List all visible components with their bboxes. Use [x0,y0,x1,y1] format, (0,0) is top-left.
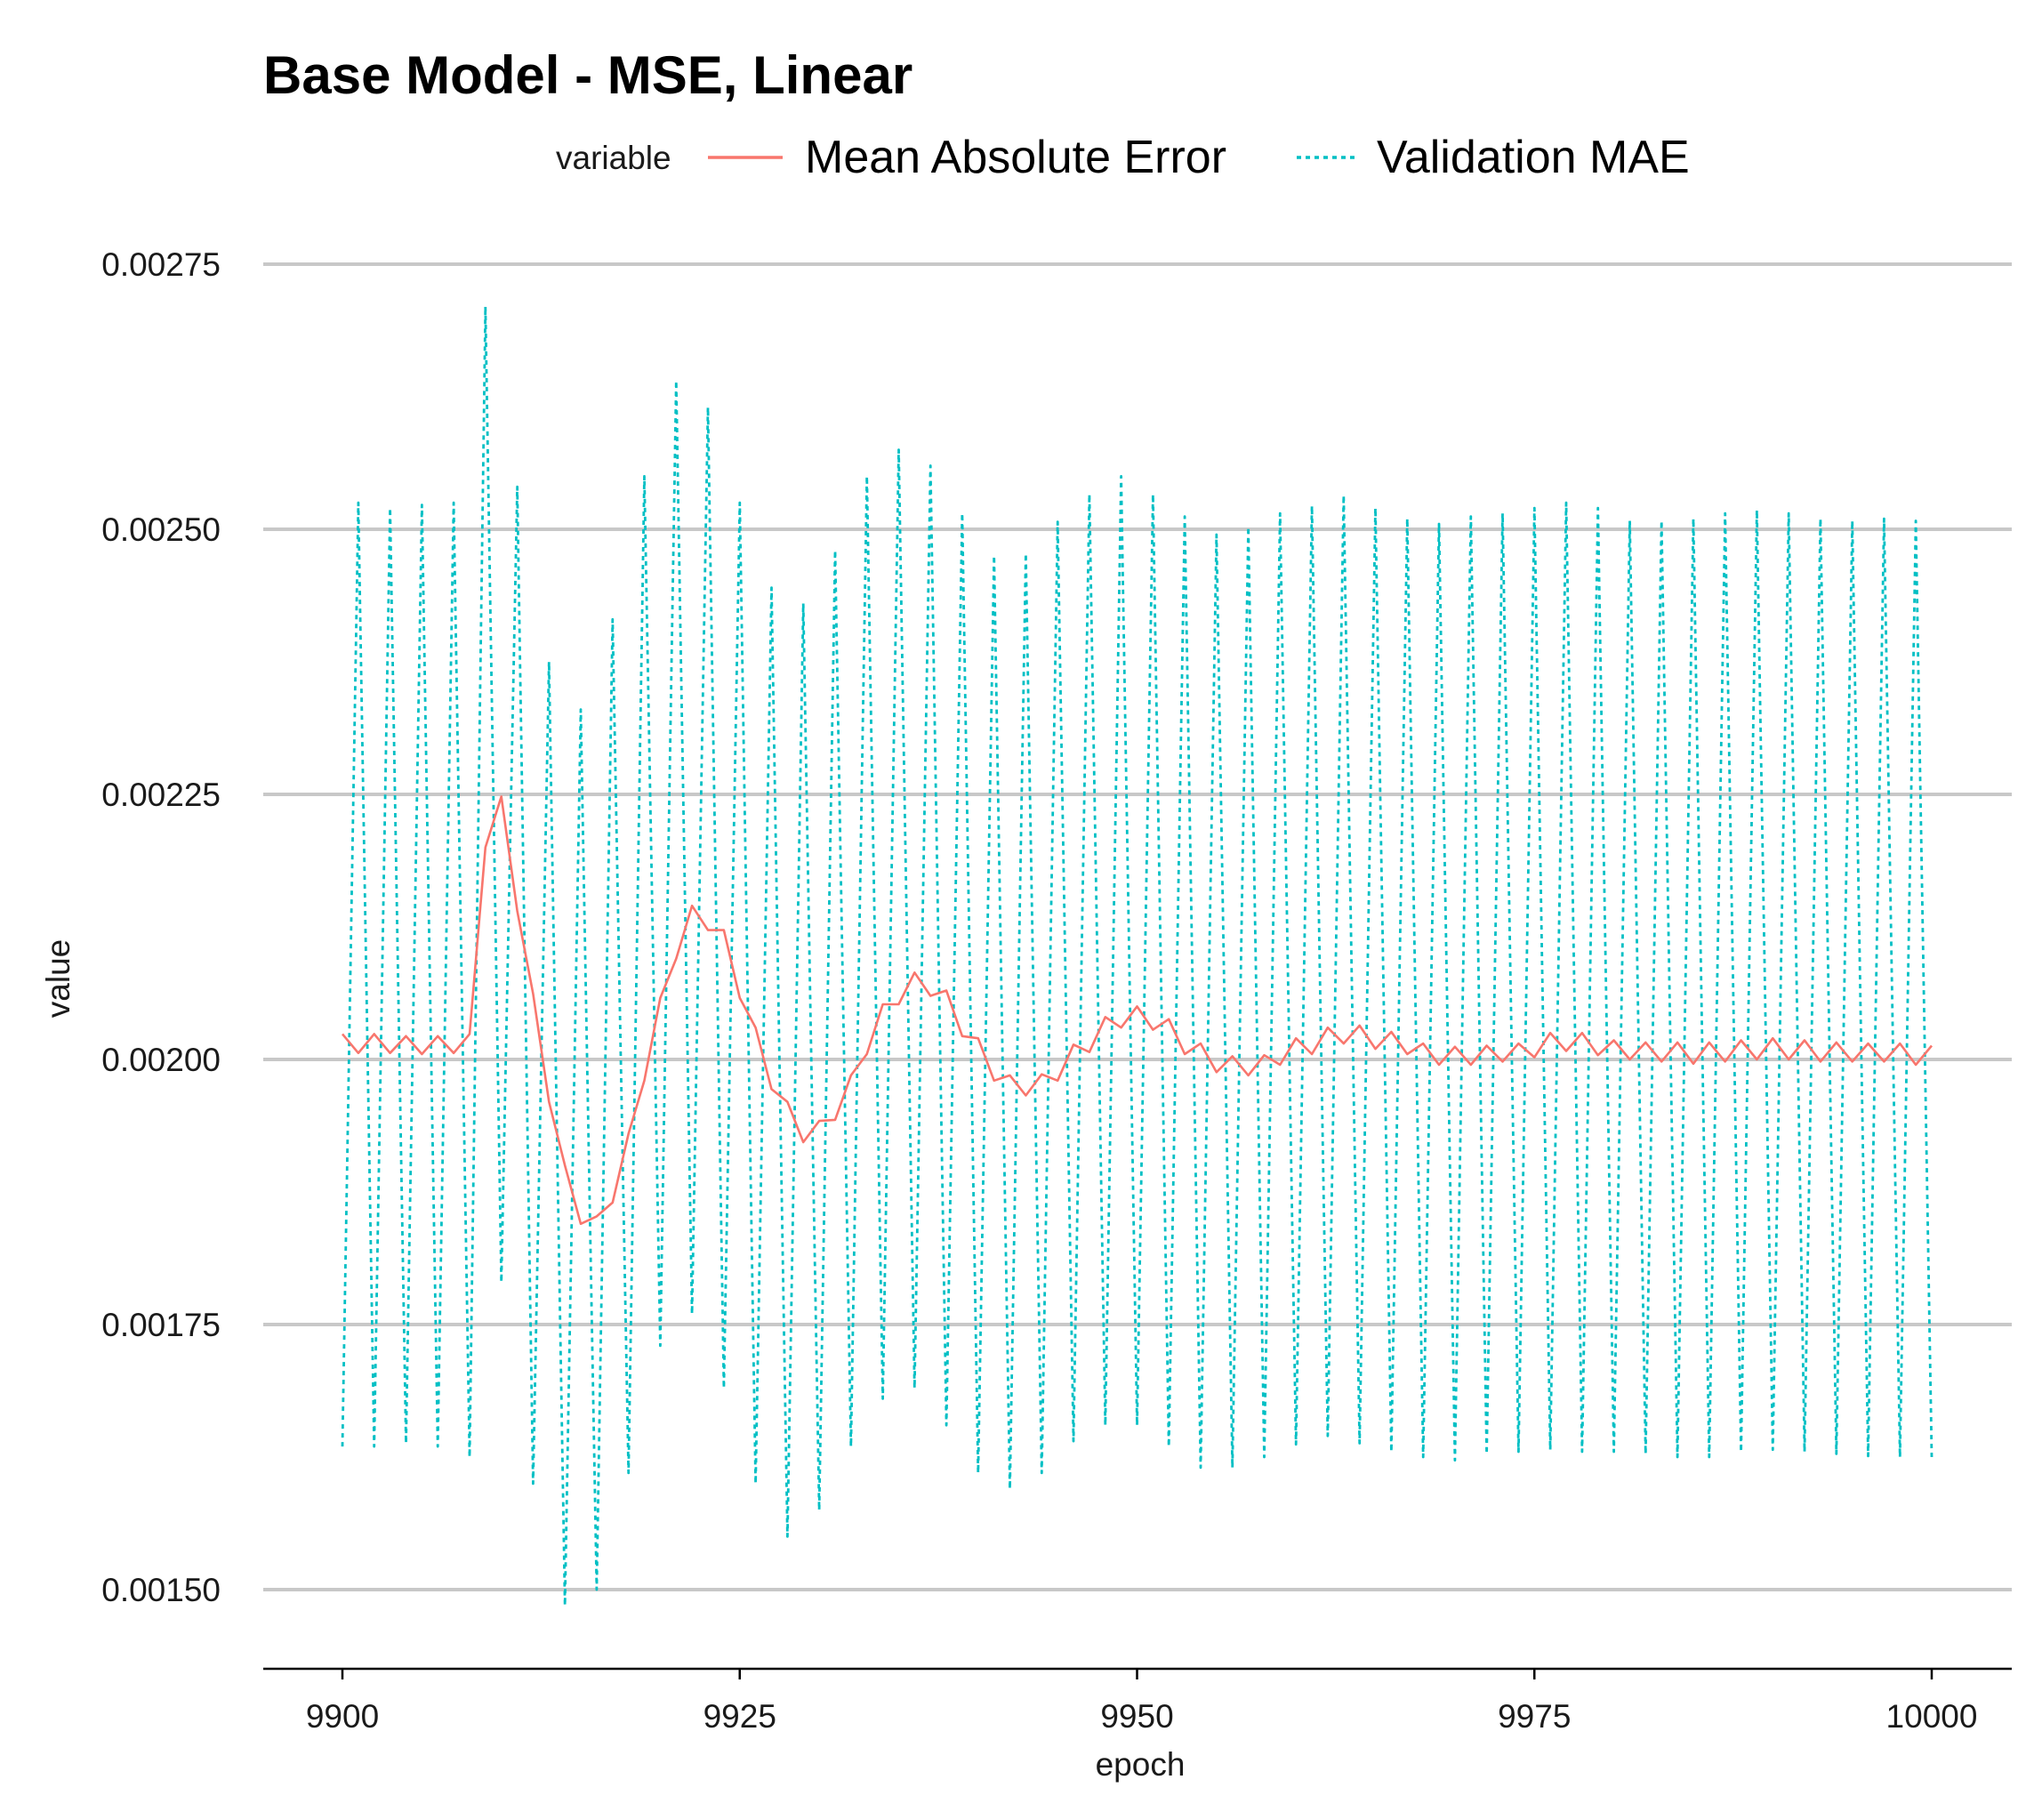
y-axis-title: value [40,939,76,1018]
x-axis-title: epoch [1096,1746,1186,1783]
y-axis-ticks: 0.00150 0.00175 0.00200 0.00225 0.00250 0.002… [101,246,221,1608]
gridlines [263,262,2012,1591]
x-tick-label: 9925 [703,1698,776,1735]
legend: variable Mean Absolute Error Validation … [556,132,1690,183]
y-tick-label: 0.00275 [101,246,221,283]
series-line-validation-mae [341,305,1933,1607]
x-tick-label: 10000 [1886,1698,1978,1735]
x-tick-label: 9950 [1100,1698,1173,1735]
series-line-mean-absolute-error [342,795,1933,1226]
x-tick-label: 9975 [1498,1698,1571,1735]
chart-title: Base Model - MSE, Linear [263,45,912,105]
y-tick-label: 0.00225 [101,777,221,813]
y-tick-label: 0.00250 [101,511,221,548]
legend-label-mean-absolute-error: Mean Absolute Error [805,132,1226,183]
legend-title: variable [556,140,671,176]
y-tick-label: 0.00150 [101,1572,221,1608]
x-tick-label: 9900 [306,1698,379,1735]
x-axis-ticks: 9900 9925 9950 9975 10000 [306,1669,1978,1735]
legend-label-validation-mae: Validation MAE [1377,132,1690,183]
plot-area [341,305,1933,1607]
y-tick-label: 0.00175 [101,1307,221,1343]
y-tick-label: 0.00200 [101,1042,221,1078]
